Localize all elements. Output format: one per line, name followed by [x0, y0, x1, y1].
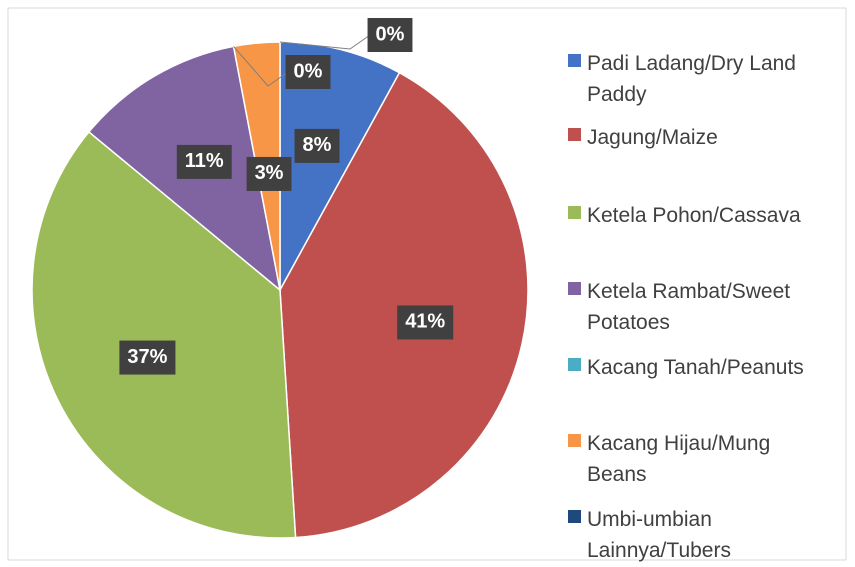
legend-label: Padi Ladang/Dry Land Paddy: [587, 52, 796, 106]
data-label: 8%: [294, 128, 340, 163]
data-label-box: [176, 144, 232, 179]
legend-label: Ketela Pohon/Cassava: [587, 204, 801, 227]
leader-line: [279, 34, 371, 50]
data-label: 0%: [285, 55, 331, 89]
legend-entry: Jagung/Maize: [568, 122, 838, 153]
leader-line: [233, 46, 289, 87]
data-label: 11%: [176, 144, 232, 179]
legend-label: Jagung/Maize: [587, 126, 718, 149]
chart-border: [7, 7, 847, 561]
legend-label: Kacang Tanah/Peanuts: [587, 356, 804, 379]
legend-entry: Kacang Tanah/Peanuts: [568, 352, 838, 383]
legend-swatch: [568, 128, 581, 141]
data-label-text: 0%: [294, 60, 323, 82]
data-label: 37%: [119, 340, 176, 375]
data-label-box: [294, 128, 340, 163]
data-label-box: [119, 340, 176, 375]
data-label-text: 3%: [255, 162, 284, 184]
legend-label: Umbi-umbian Lainnya/Tubers: [587, 508, 731, 562]
data-label: 41%: [397, 305, 454, 340]
legend-swatch: [568, 206, 581, 219]
data-label-text: 0%: [376, 23, 405, 45]
data-label-text: 37%: [127, 346, 167, 368]
data-label-box: [397, 305, 454, 340]
pie-slice: [279, 71, 529, 539]
data-label-text: 8%: [303, 134, 332, 156]
legend-swatch: [568, 282, 581, 295]
legend-swatch: [568, 358, 581, 371]
legend-swatch: [568, 434, 581, 447]
data-label-box: [285, 55, 331, 89]
legend-label: Kacang Hijau/Mung Beans: [587, 432, 771, 486]
data-label-box: [246, 156, 292, 191]
data-label: 3%: [246, 156, 292, 191]
data-label-box: [367, 18, 413, 52]
legend-entry: Kacang Hijau/Mung Beans: [568, 428, 838, 490]
data-label-text: 11%: [185, 150, 224, 172]
legend-entry: Umbi-umbian Lainnya/Tubers: [568, 504, 838, 566]
legend-swatch: [568, 54, 581, 67]
legend-swatch: [568, 510, 581, 523]
legend-label: Ketela Rambat/Sweet Potatoes: [587, 280, 791, 334]
legend-entry: Ketela Rambat/Sweet Potatoes: [568, 276, 838, 338]
legend-entry: Padi Ladang/Dry Land Paddy: [568, 48, 838, 110]
pie-slice: [31, 130, 297, 539]
data-label-text: 41%: [405, 311, 445, 333]
legend-entry: Ketela Pohon/Cassava: [568, 200, 838, 231]
data-label: 0%: [367, 18, 413, 52]
